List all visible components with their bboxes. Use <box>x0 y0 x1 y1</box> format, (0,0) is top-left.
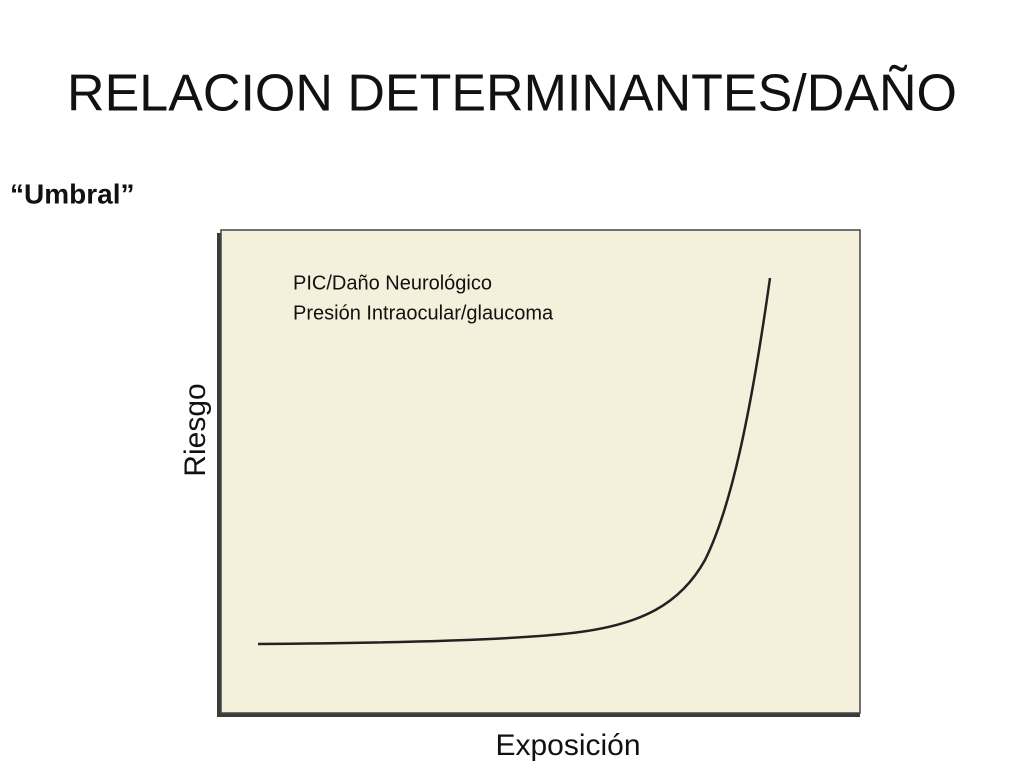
y-axis-label: Riesgo <box>179 383 212 476</box>
risk-curve <box>257 277 772 646</box>
legend-line: Presión Intraocular/glaucoma <box>293 302 554 324</box>
graph: PIC/Daño Neurológico Presión Intraocular… <box>179 229 861 762</box>
plot-area <box>220 229 861 714</box>
x-axis-label: Exposición <box>495 729 640 762</box>
slide-subtitle: “Umbral” <box>10 178 134 209</box>
slide-title: RELACION DETERMINANTES/DAÑO <box>67 65 957 123</box>
legend-line: PIC/Daño Neurológico <box>293 272 492 294</box>
